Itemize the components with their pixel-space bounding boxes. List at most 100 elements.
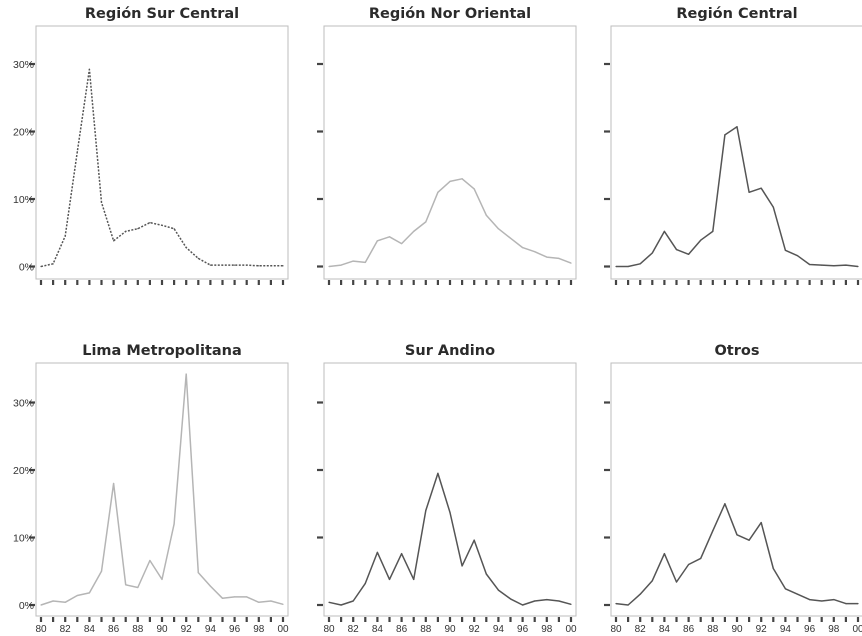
y-tick-label: 10% (13, 194, 34, 206)
x-tick-label: 80 (35, 624, 47, 635)
data-point (52, 263, 54, 265)
data-point (246, 596, 248, 598)
x-tick-label: 92 (469, 624, 481, 635)
data-point (137, 228, 139, 230)
x-tick-label: 00 (565, 624, 577, 635)
data-point (724, 134, 726, 136)
panel-4: Lima Metropolitana 0% 10% 20% 30% 80 82 84 86 88 9… (13, 343, 289, 635)
data-point (270, 265, 272, 267)
data-point (712, 230, 714, 232)
data-point (364, 261, 366, 264)
data-point (340, 604, 342, 606)
data-point (221, 597, 224, 599)
data-point (40, 604, 42, 606)
data-point (522, 604, 524, 606)
data-point (857, 265, 859, 268)
data-point (340, 264, 342, 266)
data-point (497, 228, 499, 230)
data-point (627, 265, 629, 268)
data-point (845, 264, 847, 266)
data-point (615, 603, 617, 605)
data-point (675, 581, 678, 583)
data-point (857, 603, 859, 605)
plot-frame (610, 362, 862, 617)
x-tick-label: 80 (610, 624, 622, 635)
y-tick-label: 20% (13, 465, 34, 477)
data-point (736, 534, 738, 536)
data-point (352, 600, 354, 602)
data-point (125, 584, 127, 586)
data-point (282, 603, 284, 605)
data-point (688, 253, 690, 255)
x-tick-label: 86 (396, 624, 408, 635)
x-tick-label: 96 (517, 624, 529, 635)
data-point (760, 187, 762, 189)
data-point (639, 263, 641, 265)
data-point (821, 600, 823, 602)
data-point (76, 594, 78, 597)
x-tick-label: 80 (323, 624, 335, 635)
data-point (534, 600, 536, 602)
data-point (473, 539, 475, 541)
data-point (425, 509, 427, 512)
x-tick-label: 92 (181, 624, 193, 635)
data-point (663, 230, 666, 232)
data-point (570, 603, 572, 605)
data-point (833, 599, 835, 601)
data-point (558, 257, 560, 259)
data-point (700, 557, 702, 560)
data-point (639, 593, 641, 595)
x-tick-label: 98 (253, 624, 265, 635)
data-point (509, 237, 512, 239)
plot-frame (323, 362, 577, 617)
data-point (64, 235, 66, 237)
x-tick-label: 96 (229, 624, 241, 635)
data-point (700, 239, 702, 241)
data-point (497, 589, 499, 591)
data-point (137, 586, 139, 589)
x-tick-label: 94 (780, 624, 792, 635)
data-point (736, 126, 738, 128)
data-point (100, 570, 103, 572)
panel-6: Otros 80 82 84 86 88 90 92 94 96 98 00 (604, 343, 862, 635)
data-point (197, 257, 199, 259)
data-point (161, 578, 163, 580)
panel-title: Región Central (676, 6, 797, 22)
x-tick-label: 84 (84, 624, 96, 635)
data-point (558, 600, 560, 602)
data-point (282, 265, 284, 267)
data-point (113, 240, 115, 242)
data-point (546, 599, 548, 601)
data-point (772, 206, 774, 208)
series-line (328, 178, 572, 268)
x-tick-label: 94 (493, 624, 505, 635)
plot-frame (35, 25, 289, 280)
x-tick-label: 84 (659, 624, 671, 635)
data-point (352, 260, 354, 262)
panel-3: Región Central (604, 6, 862, 285)
data-point (125, 230, 127, 232)
data-point (845, 603, 847, 605)
x-tick-label: 82 (635, 624, 647, 635)
data-point (185, 373, 187, 375)
data-point (485, 214, 487, 216)
x-tick-label: 00 (277, 624, 289, 635)
data-point (161, 224, 163, 226)
data-point (197, 572, 199, 574)
x-tick-label: 86 (683, 624, 695, 635)
y-tick-label: 30% (13, 59, 34, 71)
x-tick-label: 84 (372, 624, 384, 635)
data-point (461, 565, 463, 567)
data-point (748, 539, 750, 541)
y-tick-label: 20% (13, 127, 34, 139)
data-point (509, 598, 512, 600)
series-line (615, 503, 858, 606)
data-point (473, 188, 475, 190)
series-line (328, 472, 572, 606)
data-point (809, 599, 811, 601)
x-tick-label: 98 (541, 624, 553, 635)
x-tick-label: 94 (205, 624, 217, 635)
data-point (209, 264, 211, 266)
x-tick-label: 90 (731, 624, 743, 635)
